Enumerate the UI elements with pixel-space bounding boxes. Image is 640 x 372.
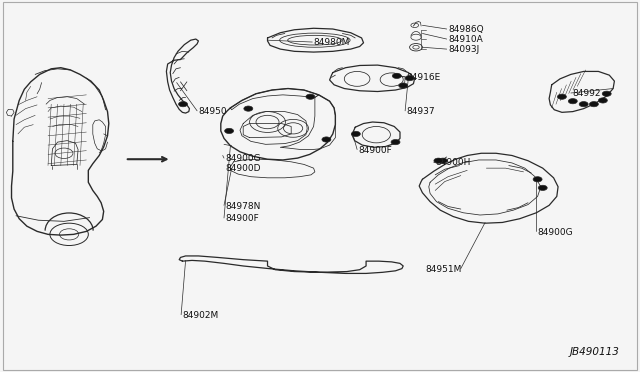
Circle shape [598, 98, 607, 103]
Circle shape [568, 99, 577, 104]
Text: 84902M: 84902M [182, 311, 219, 320]
Text: 84986Q: 84986Q [448, 25, 484, 34]
Circle shape [405, 76, 414, 81]
Text: 84916E: 84916E [406, 73, 441, 82]
Text: 84978N: 84978N [225, 202, 260, 211]
Text: 84900G: 84900G [538, 228, 573, 237]
Circle shape [557, 94, 566, 99]
Circle shape [351, 131, 360, 137]
Circle shape [322, 137, 331, 142]
Circle shape [434, 158, 443, 163]
Text: 84900F: 84900F [358, 146, 392, 155]
Text: 84900F: 84900F [225, 214, 259, 223]
Circle shape [579, 102, 588, 107]
Text: 84910A: 84910A [448, 35, 483, 44]
Text: 84900H: 84900H [435, 158, 470, 167]
Circle shape [225, 128, 234, 134]
Circle shape [392, 73, 401, 78]
Circle shape [533, 177, 542, 182]
Circle shape [602, 91, 611, 96]
Text: 84093J: 84093J [448, 45, 479, 54]
Text: 84937: 84937 [406, 107, 435, 116]
Circle shape [306, 94, 315, 99]
Text: 84951M: 84951M [426, 265, 462, 274]
Circle shape [391, 140, 400, 145]
Text: 84980M: 84980M [314, 38, 350, 47]
Circle shape [538, 185, 547, 190]
Circle shape [179, 102, 188, 107]
Text: 84900D: 84900D [225, 164, 260, 173]
Circle shape [589, 102, 598, 107]
Text: JB490113: JB490113 [570, 347, 620, 357]
Text: 84950: 84950 [198, 107, 227, 116]
Circle shape [244, 106, 253, 111]
Text: 84900G: 84900G [225, 154, 261, 163]
Text: 84992: 84992 [573, 89, 602, 98]
Circle shape [399, 83, 408, 88]
Circle shape [438, 158, 447, 163]
